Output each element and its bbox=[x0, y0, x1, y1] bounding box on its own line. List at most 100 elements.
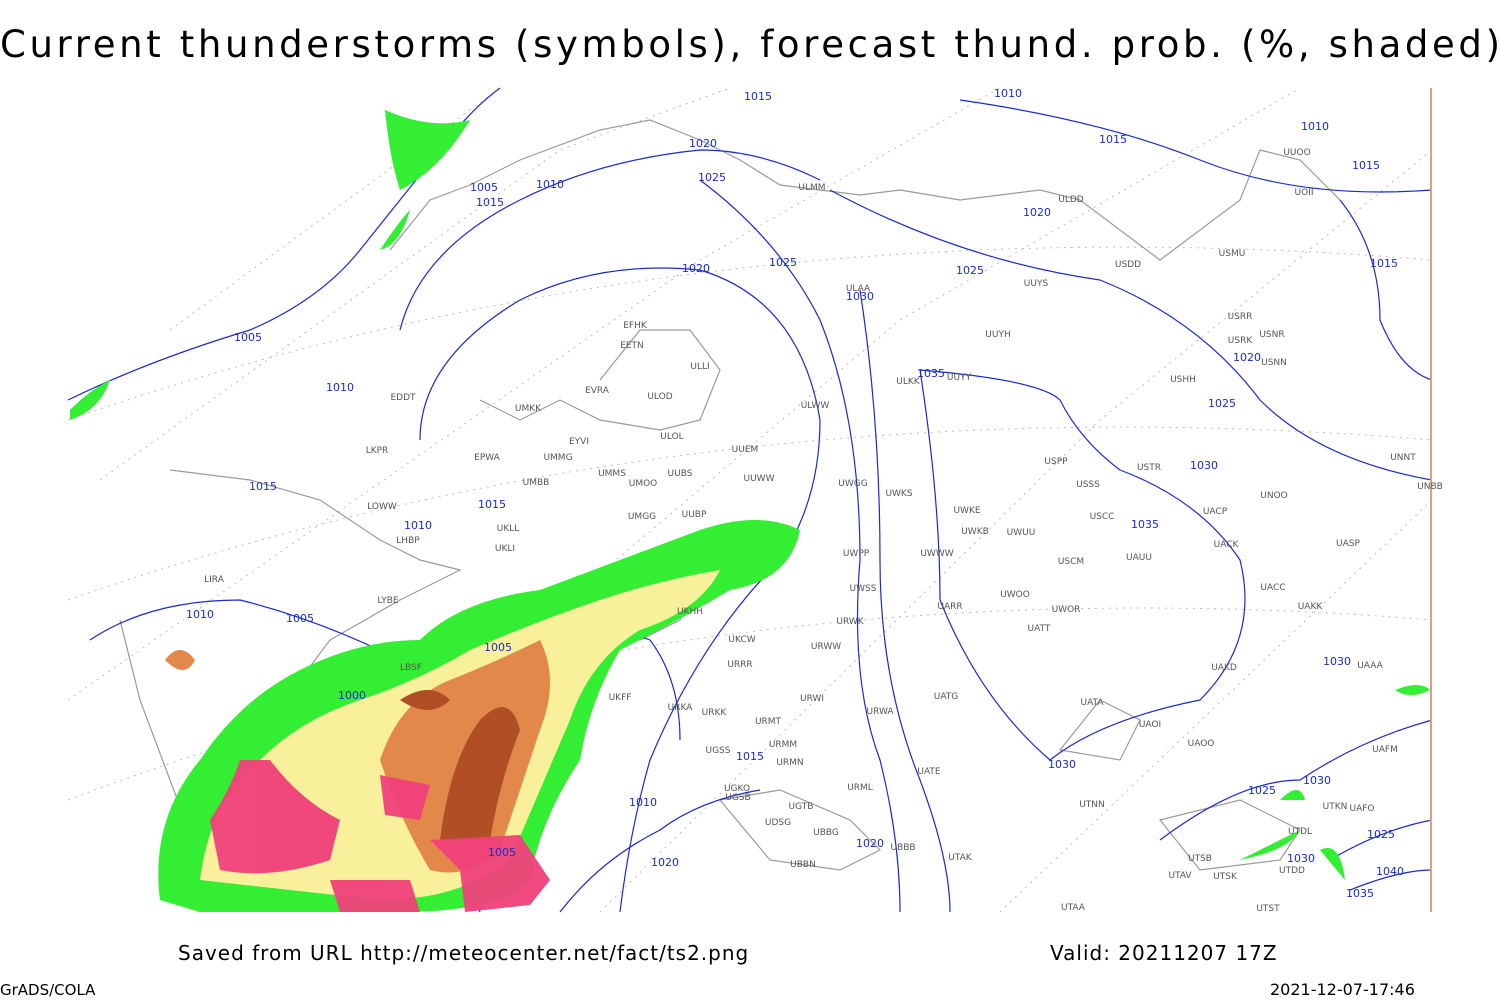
station-label: USRR bbox=[1228, 312, 1253, 322]
isobar-label: 1020 bbox=[689, 137, 717, 150]
isobar-label: 1010 bbox=[186, 608, 214, 621]
station-label: EPWA bbox=[474, 453, 501, 463]
station-label: UATG bbox=[934, 692, 959, 702]
station-label: UGTB bbox=[789, 802, 814, 812]
station-label: URMT bbox=[755, 717, 782, 727]
station-label: UARR bbox=[937, 602, 962, 612]
isobar-label: 1005 bbox=[286, 612, 314, 625]
station-label: USHH bbox=[1170, 375, 1196, 385]
station-label: USTR bbox=[1137, 463, 1161, 473]
station-label: UUBP bbox=[682, 510, 707, 520]
isobar-label: 1020 bbox=[856, 837, 884, 850]
isobar-label: 1025 bbox=[1367, 828, 1395, 841]
station-label: URWW bbox=[811, 642, 841, 652]
timestamp: 2021-12-07-17:46 bbox=[1270, 980, 1415, 999]
station-label: UUBS bbox=[668, 469, 693, 479]
station-label: UTKN bbox=[1323, 802, 1348, 812]
station-label: UGSS bbox=[706, 746, 731, 756]
station-label: UGKO bbox=[724, 784, 750, 794]
station-label: UTAA bbox=[1061, 903, 1086, 913]
isobar bbox=[559, 789, 761, 913]
station-label: UACP bbox=[1203, 507, 1228, 517]
isobar-label: 1030 bbox=[1048, 758, 1076, 771]
station-label: ULMM bbox=[798, 183, 825, 193]
station-label: UUYY bbox=[947, 373, 972, 383]
station-label: UWKE bbox=[953, 506, 980, 516]
storm-symbols bbox=[210, 760, 550, 912]
station-label: UTAV bbox=[1168, 871, 1192, 881]
isobar-label: 1005 bbox=[488, 846, 516, 859]
station-label: LIRA bbox=[204, 575, 225, 585]
isobar-label: 1015 bbox=[249, 480, 277, 493]
isobar-label: 1025 bbox=[1208, 397, 1236, 410]
station-label: UMBB bbox=[523, 478, 550, 488]
isobar-label: 1020 bbox=[1233, 351, 1261, 364]
isobar-label: 1010 bbox=[326, 381, 354, 394]
station-label: UNBB bbox=[1417, 482, 1443, 492]
station-label: UTST bbox=[1256, 904, 1280, 914]
station-label: UAFO bbox=[1349, 804, 1374, 814]
station-label: UKCW bbox=[728, 635, 755, 645]
station-label: UKLI bbox=[495, 544, 515, 554]
station-label: ULOL bbox=[660, 432, 683, 442]
station-label: ULWW bbox=[801, 401, 830, 411]
station-label: UUYS bbox=[1024, 279, 1049, 289]
station-label: UACK bbox=[1214, 540, 1240, 550]
credit: GrADS/COLA bbox=[0, 981, 96, 999]
storm-symbol-area bbox=[330, 775, 550, 912]
station-label: EETN bbox=[620, 341, 644, 351]
station-label: ULDD bbox=[1058, 195, 1084, 205]
isobar-label: 1015 bbox=[736, 750, 764, 763]
station-label: URMM bbox=[769, 740, 797, 750]
station-label: UTSB bbox=[1188, 854, 1212, 864]
station-label: UWGG bbox=[838, 479, 867, 489]
isobar-label: 1025 bbox=[1248, 784, 1276, 797]
station-label: USSS bbox=[1076, 480, 1100, 490]
station-label: UATE bbox=[917, 767, 941, 777]
station-label: UTAK bbox=[948, 853, 973, 863]
station-label: UWUU bbox=[1007, 528, 1036, 538]
map-area bbox=[67, 87, 1433, 913]
station-label: URRR bbox=[727, 660, 752, 670]
station-label: EFHK bbox=[623, 321, 648, 331]
station-label: EYVI bbox=[569, 437, 589, 447]
isobar-label: 1030 bbox=[846, 290, 874, 303]
isobar-label: 1005 bbox=[484, 641, 512, 654]
isobar bbox=[699, 179, 901, 913]
station-label: UATT bbox=[1028, 624, 1051, 634]
station-label: ULKK bbox=[896, 377, 921, 387]
isobar-label: 1020 bbox=[682, 262, 710, 275]
prob-area bbox=[400, 690, 520, 840]
station-label: UMMS bbox=[598, 469, 626, 479]
station-label: URML bbox=[847, 783, 873, 793]
station-label: UWPP bbox=[843, 549, 870, 559]
station-label: UAUU bbox=[1126, 553, 1152, 563]
valid-time: Valid: 20211207 17Z bbox=[1050, 941, 1278, 965]
isobar-label: 1015 bbox=[1099, 133, 1127, 146]
station-label: UMOO bbox=[629, 479, 658, 489]
station-label: UNOO bbox=[1260, 491, 1288, 501]
station-label: UWSS bbox=[850, 584, 877, 594]
station-label: UAKK bbox=[1298, 602, 1324, 612]
station-label: UUYH bbox=[985, 330, 1010, 340]
title: Current thunderstorms (symbols), forecas… bbox=[0, 23, 1500, 66]
station-label: UOII bbox=[1295, 188, 1314, 198]
isobar-label: 1005 bbox=[470, 181, 498, 194]
station-label: UMKK bbox=[515, 404, 542, 414]
map-edge bbox=[1430, 88, 1432, 912]
isobar-label: 1025 bbox=[956, 264, 984, 277]
isobar-label: 1015 bbox=[478, 498, 506, 511]
isobar-label: 1040 bbox=[1376, 865, 1404, 878]
isobar-label: 1020 bbox=[651, 856, 679, 869]
graticule bbox=[67, 87, 1433, 913]
station-label: UATA bbox=[1080, 698, 1104, 708]
prob-area bbox=[165, 650, 195, 670]
station-label: UWKB bbox=[961, 527, 989, 537]
isobar bbox=[829, 189, 1433, 481]
station-label: UKFF bbox=[609, 693, 632, 703]
station-label: UWOO bbox=[1000, 590, 1030, 600]
station-label: USRK bbox=[1228, 336, 1254, 346]
station-label: UWWW bbox=[920, 549, 953, 559]
isobar bbox=[1159, 719, 1433, 841]
